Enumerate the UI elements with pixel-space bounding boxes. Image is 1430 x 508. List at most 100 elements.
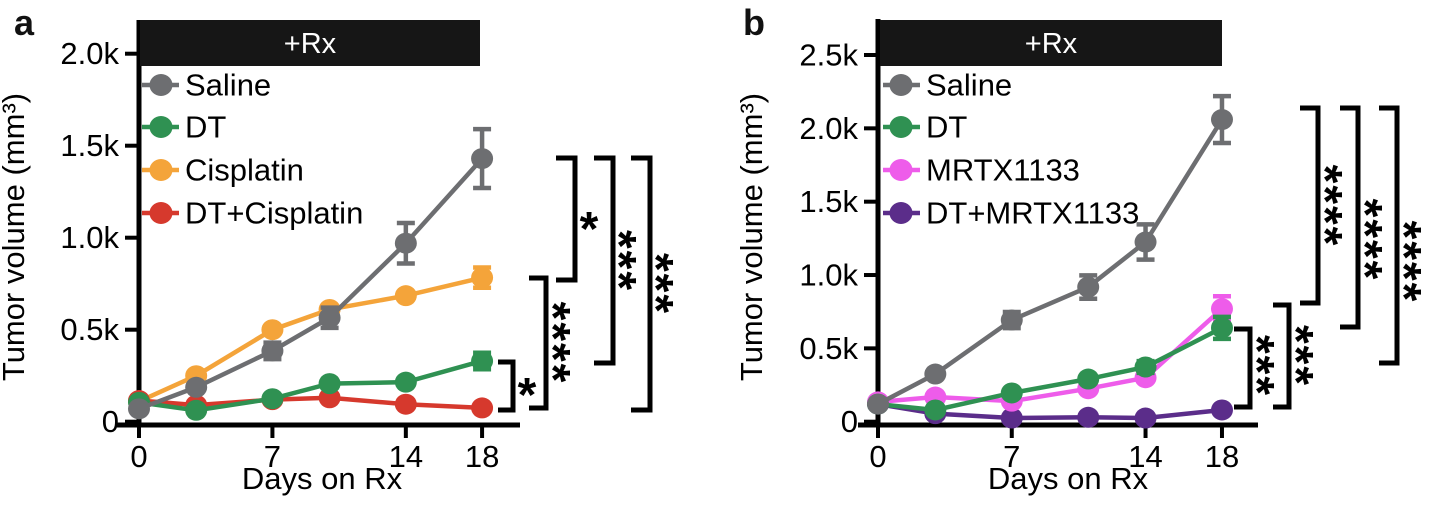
data-point	[261, 319, 284, 341]
data-point	[471, 148, 494, 170]
data-point	[318, 373, 341, 395]
x-tick-label: 0	[130, 439, 147, 474]
sig-stars: ***	[629, 253, 682, 315]
series-Saline	[128, 126, 494, 420]
panel-a-label: a	[14, 2, 35, 43]
sig-bracket	[1234, 326, 1253, 410]
sig-stars: ***	[1269, 325, 1322, 387]
sig-stars: ***	[1230, 335, 1283, 397]
y-tick-label: 1.0k	[60, 220, 119, 255]
data-point	[394, 285, 417, 307]
series-DT	[867, 314, 1233, 421]
legend-label: Saline	[185, 68, 271, 103]
sig-stars: ***	[592, 230, 645, 292]
y-axis-title: Tumor volume (mm³)	[734, 93, 769, 381]
sig-bracket	[556, 155, 578, 283]
sig-stars: ****	[1298, 165, 1351, 248]
x-tick-label: 7	[264, 439, 281, 474]
panel-b-label: b	[743, 2, 765, 43]
data-point	[185, 399, 208, 421]
sig-bracket	[631, 155, 653, 413]
legend-label: DT	[926, 110, 967, 145]
x-tick-label: 14	[1128, 439, 1162, 474]
panel-a: a 0 0.5k 1.0k 1.5k 2.0k 0 7 14 18 Tumor volume (m…	[0, 2, 682, 496]
data-point	[1077, 368, 1100, 390]
sig-stars: ****	[526, 302, 579, 385]
sig-bracket	[594, 155, 616, 366]
data-point	[1134, 356, 1157, 378]
y-tick-label: 0.5k	[799, 331, 858, 366]
series-Saline	[867, 93, 1233, 415]
series-DT	[128, 350, 494, 421]
data-point	[1000, 407, 1023, 429]
legend-label: Saline	[926, 68, 1012, 103]
data-point	[1077, 276, 1100, 298]
data-point	[471, 350, 494, 372]
data-point	[1134, 231, 1157, 253]
data-point	[261, 388, 284, 410]
data-point	[1210, 109, 1233, 131]
legend-label: DT+MRTX1133	[926, 196, 1139, 231]
data-point	[471, 267, 494, 289]
rx-banner	[880, 20, 1222, 66]
rx-banner	[140, 20, 480, 66]
legend-marker	[149, 202, 173, 224]
x-tick-label: 18	[1205, 439, 1239, 474]
data-point	[261, 340, 284, 362]
y-tick-label: 0.5k	[60, 312, 119, 347]
y-tick-label: 0	[102, 404, 119, 439]
y-tick-label: 2.0k	[60, 36, 119, 71]
y-axis-title: Tumor volume (mm³)	[0, 93, 31, 381]
sig-stars: *	[580, 203, 601, 256]
data-point	[1000, 309, 1023, 331]
chart-b: 0 0.5k 1.0k 1.5k 2.0k 2.5k 0 7 14 18 Tumor volume …	[734, 19, 1430, 496]
data-point	[318, 307, 341, 329]
data-point	[394, 393, 417, 415]
legend-marker	[889, 116, 913, 138]
sig-bracket	[1379, 105, 1400, 366]
legend-label: MRTX1133	[926, 153, 1080, 188]
y-tick-label: 1.5k	[799, 184, 858, 219]
sig-stars: ****	[1377, 221, 1430, 304]
y-tick-label: 0	[841, 404, 858, 439]
x-tick-label: 7	[1003, 439, 1020, 474]
y-tick-label: 2.0k	[799, 111, 858, 146]
legend-label: Cisplatin	[185, 153, 304, 188]
legend-marker	[149, 116, 173, 138]
y-tick-label: 2.5k	[799, 38, 858, 73]
legend-marker	[149, 74, 173, 96]
legend-marker	[889, 159, 913, 181]
sig-bracket	[529, 275, 549, 411]
legend-marker	[889, 74, 913, 96]
data-point	[394, 371, 417, 393]
data-point	[924, 363, 947, 385]
sig-stars: ****	[1338, 199, 1391, 282]
data-point	[924, 399, 947, 421]
x-tick-label: 14	[389, 439, 423, 474]
legend-label: DT+Cisplatin	[185, 196, 363, 231]
data-point	[185, 376, 208, 398]
sig-bracket	[498, 359, 516, 413]
series-MRTX1133	[867, 294, 1233, 413]
y-tick-label: 1.5k	[60, 128, 119, 163]
data-point	[1000, 382, 1023, 404]
panel-b: b 0 0.5k 1.0k 1.5k 2.0k 2.5k 0 7 14 18 Tumor volum…	[715, 0, 1430, 508]
data-point	[1210, 298, 1233, 320]
x-tick-label: 0	[869, 439, 886, 474]
data-point	[1077, 406, 1100, 428]
legend-marker	[889, 202, 913, 224]
y-tick-label: 1.0k	[799, 258, 858, 293]
data-point	[867, 393, 889, 415]
legend-marker	[149, 159, 173, 181]
data-point	[1210, 317, 1233, 339]
data-point	[128, 398, 150, 420]
x-tick-label: 18	[465, 439, 499, 474]
rx-banner-label: +Rx	[284, 28, 337, 60]
data-point	[1210, 399, 1233, 421]
sig-bracket	[1273, 302, 1292, 410]
legend-label: DT	[185, 110, 226, 145]
rx-banner-label: +Rx	[1025, 28, 1078, 60]
data-point	[394, 232, 417, 254]
sig-bracket	[1300, 105, 1321, 306]
